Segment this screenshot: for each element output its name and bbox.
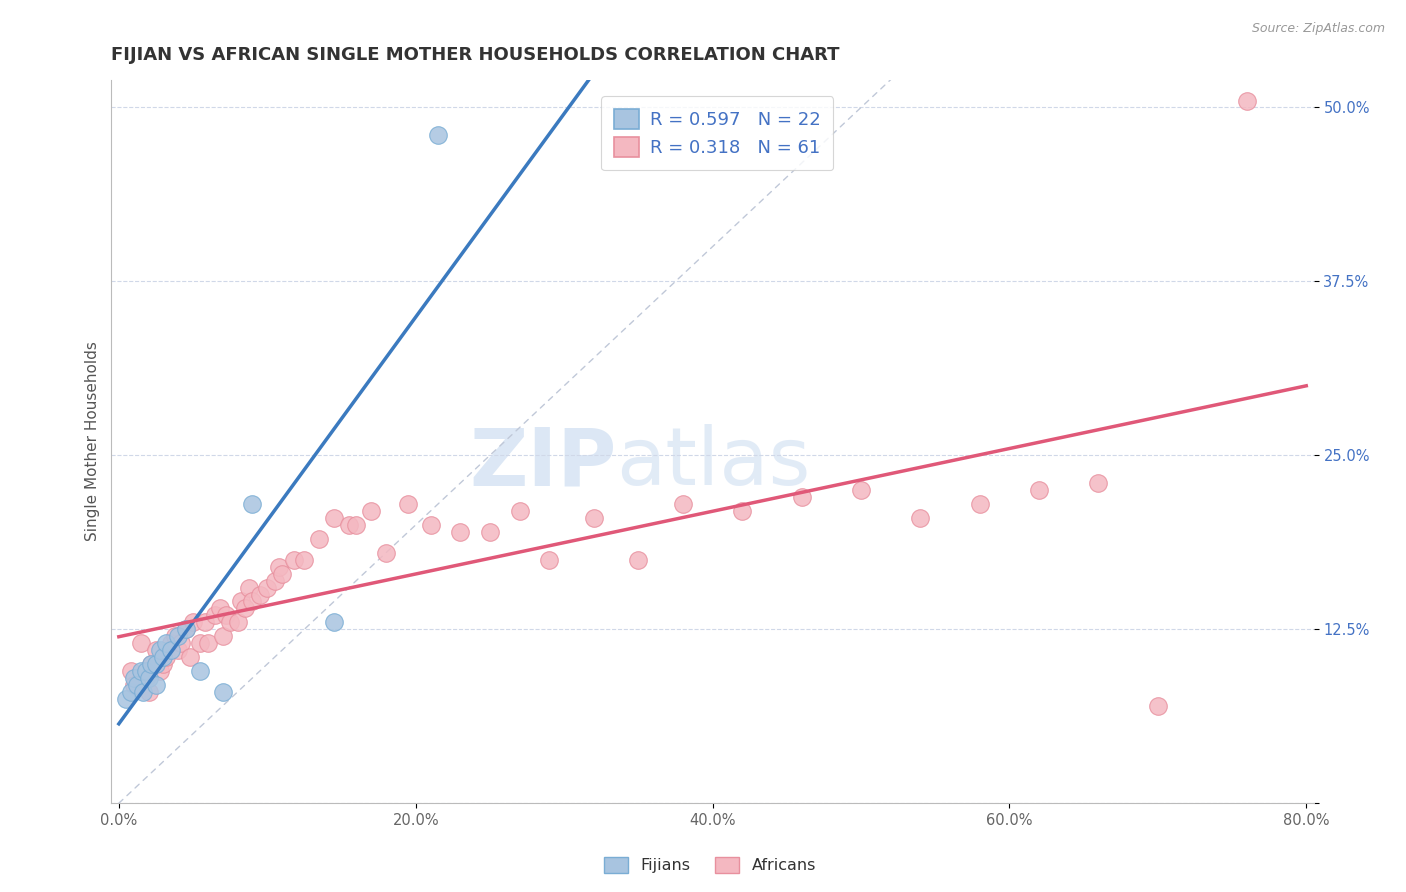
Point — [181, 615, 204, 630]
Legend: R = 0.597   N = 22, R = 0.318   N = 61: R = 0.597 N = 22, R = 0.318 N = 61 — [602, 96, 834, 170]
Point — [152, 657, 174, 671]
Point — [129, 664, 152, 678]
Point — [1087, 476, 1109, 491]
Point — [238, 581, 260, 595]
Point — [135, 671, 157, 685]
Point — [323, 615, 346, 630]
Point — [263, 574, 285, 588]
Point — [170, 636, 193, 650]
Point — [159, 643, 181, 657]
Point — [1146, 698, 1168, 713]
Point — [969, 497, 991, 511]
Point — [159, 636, 181, 650]
Point — [122, 678, 145, 692]
Point — [478, 524, 501, 539]
Point — [337, 517, 360, 532]
Point — [271, 566, 294, 581]
Point — [211, 629, 233, 643]
Point — [122, 671, 145, 685]
Point — [256, 581, 278, 595]
Point — [141, 657, 163, 671]
Point — [141, 657, 163, 671]
Point — [242, 497, 264, 511]
Point — [152, 650, 174, 665]
Point — [731, 504, 754, 518]
Point — [672, 497, 695, 511]
Y-axis label: Single Mother Households: Single Mother Households — [86, 342, 100, 541]
Point — [174, 622, 197, 636]
Point — [419, 517, 441, 532]
Point — [204, 608, 226, 623]
Point — [1028, 483, 1050, 497]
Point — [538, 552, 561, 566]
Legend: Fijians, Africans: Fijians, Africans — [598, 850, 823, 880]
Point — [308, 532, 330, 546]
Point — [344, 517, 367, 532]
Point — [396, 497, 419, 511]
Point — [131, 685, 153, 699]
Point — [145, 678, 167, 692]
Point — [323, 511, 346, 525]
Point — [269, 559, 291, 574]
Point — [155, 636, 177, 650]
Point — [115, 691, 138, 706]
Point — [174, 622, 197, 636]
Text: Source: ZipAtlas.com: Source: ZipAtlas.com — [1251, 22, 1385, 36]
Point — [135, 664, 157, 678]
Point — [627, 552, 650, 566]
Point — [165, 629, 187, 643]
Point — [509, 504, 531, 518]
Point — [242, 594, 264, 608]
Point — [211, 685, 233, 699]
Point — [292, 552, 315, 566]
Point — [449, 524, 471, 539]
Text: ZIP: ZIP — [470, 425, 616, 502]
Point — [149, 643, 172, 657]
Point — [582, 511, 605, 525]
Point — [149, 664, 172, 678]
Point — [125, 678, 148, 692]
Point — [120, 685, 142, 699]
Text: FIJIAN VS AFRICAN SINGLE MOTHER HOUSEHOLDS CORRELATION CHART: FIJIAN VS AFRICAN SINGLE MOTHER HOUSEHOL… — [111, 46, 839, 64]
Point — [360, 504, 382, 518]
Point — [233, 601, 256, 615]
Point — [219, 615, 242, 630]
Point — [910, 511, 932, 525]
Point — [138, 685, 160, 699]
Point — [120, 664, 142, 678]
Point — [1236, 94, 1258, 108]
Point — [208, 601, 231, 615]
Point — [249, 587, 271, 601]
Point — [229, 594, 252, 608]
Point — [167, 629, 190, 643]
Point — [283, 552, 305, 566]
Point — [129, 636, 152, 650]
Text: atlas: atlas — [616, 425, 811, 502]
Point — [145, 643, 167, 657]
Point — [138, 671, 160, 685]
Point — [190, 636, 212, 650]
Point — [849, 483, 872, 497]
Point — [179, 650, 201, 665]
Point — [155, 650, 177, 665]
Point — [197, 636, 219, 650]
Point — [167, 643, 190, 657]
Point — [226, 615, 249, 630]
Point — [215, 608, 238, 623]
Point — [790, 490, 813, 504]
Point — [375, 546, 398, 560]
Point — [194, 615, 217, 630]
Point — [426, 128, 449, 143]
Point — [145, 657, 167, 671]
Point — [190, 664, 212, 678]
